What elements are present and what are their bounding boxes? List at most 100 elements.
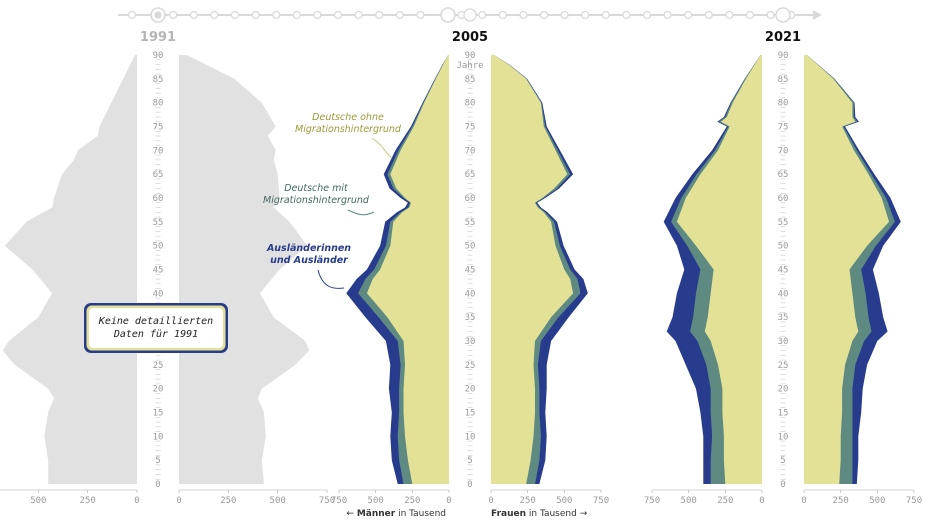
x-tick-label: 500 [869, 496, 885, 506]
age-tick-label: 85 [465, 75, 476, 85]
timeline-dot [127, 10, 137, 20]
age-tick-label: 10 [465, 432, 476, 442]
age-tick-label: 40 [153, 289, 164, 299]
panel-2021: 2021 0 5 10 15 20 25 30 35 40 45 50 55 60 65 70 75 80 85 90… [644, 30, 922, 506]
axis-caption: ← Männer in Tausend Frauen in Tausend → [346, 509, 587, 519]
age-tick-label: 70 [153, 146, 164, 156]
age-tick-label: 30 [778, 337, 789, 347]
age-tick-label: 5 [467, 456, 472, 466]
age-tick-label: 90 [153, 51, 164, 61]
men-nonmigration-area [366, 55, 449, 484]
age-tick-label: 40 [465, 289, 476, 299]
age-tick-label: 65 [153, 170, 164, 180]
age-tick-label: 50 [778, 242, 789, 252]
annotation-mig-pointer [347, 209, 375, 216]
panel-title: 1991 [140, 30, 176, 45]
age-tick-label: 60 [778, 194, 789, 204]
x-tick-label: 0 [446, 496, 451, 506]
timeline-dot [478, 10, 487, 20]
men-nonmigration-area [676, 55, 762, 484]
age-tick-label: 45 [778, 266, 789, 276]
age-tick-label: 50 [465, 242, 476, 252]
x-tick-label: 0 [176, 496, 181, 506]
age-tick-label: 80 [465, 99, 476, 109]
annotation-foreign-line2: und Ausländer [270, 255, 349, 266]
timeline-dot [230, 10, 240, 20]
timeline-dot [704, 10, 713, 20]
age-tick-label: 75 [465, 123, 476, 133]
age-tick-label: 70 [465, 146, 476, 156]
timeline-year-marker [440, 7, 456, 23]
timeline-dot [560, 10, 569, 20]
timeline-dot [395, 10, 404, 20]
age-tick-label: 35 [778, 313, 789, 323]
timeline-dot [210, 10, 219, 20]
x-tick-label: 750 [593, 496, 609, 506]
timeline-dot [375, 10, 384, 20]
timeline-dot [272, 10, 281, 20]
timeline-year-marker [775, 7, 791, 23]
timeline-dot [663, 10, 672, 20]
age-tick-label: 30 [465, 337, 476, 347]
age-tick-label: 15 [153, 409, 164, 419]
x-tick-label: 500 [681, 496, 697, 506]
age-tick-label: 65 [465, 170, 476, 180]
age-tick-label: 40 [778, 289, 789, 299]
age-tick-label: 15 [465, 409, 476, 419]
age-tick-label: 85 [778, 75, 789, 85]
timeline-dot [622, 10, 631, 20]
annotations: Deutsche ohneMigrationshintergrundDeutsc… [263, 112, 402, 289]
panel-2005: 2005 0 5 10 15 20 25 30 35 40 45 50 55 60 65 70 75 80 85 90… [331, 30, 609, 506]
annotation-nonmig-line2: Migrationshintergrund [295, 124, 402, 135]
age-tick-label: 65 [778, 170, 789, 180]
age-tick-label: 45 [153, 266, 164, 276]
timeline-dot [581, 10, 590, 20]
no-data-note-1991: Keine detaillierten Daten für 1991 [84, 303, 228, 353]
x-tick-label: 250 [404, 496, 420, 506]
age-tick-label: 55 [153, 218, 164, 228]
age-tick-label: 25 [778, 361, 789, 371]
age-tick-label: 45 [465, 266, 476, 276]
x-tick-label: 250 [80, 496, 96, 506]
timeline-dot [539, 10, 549, 20]
timeline-dot [169, 10, 178, 20]
timeline-dot [725, 10, 734, 20]
timeline-dot [684, 10, 693, 20]
panel-title: 2005 [452, 30, 488, 45]
annotation-mig-line2: Migrationshintergrund [263, 195, 370, 206]
women-axis-caption: Frauen in Tausend → [491, 509, 588, 519]
x-tick-label: 500 [556, 496, 572, 506]
timeline-dot [601, 10, 610, 20]
age-tick-label: 35 [465, 313, 476, 323]
x-tick-label: 250 [520, 496, 536, 506]
timeline-dot [519, 10, 528, 20]
women-total-area [179, 55, 310, 484]
age-tick-label: 60 [465, 194, 476, 204]
annotation-nonmig-pointer [371, 137, 393, 159]
age-tick-label: 70 [778, 146, 789, 156]
age-tick-label: 75 [778, 123, 789, 133]
men-axis-caption: ← Männer in Tausend [346, 509, 446, 519]
x-tick-label: 500 [30, 496, 46, 506]
age-tick-label: 5 [780, 456, 785, 466]
x-tick-label: 250 [833, 496, 849, 506]
panel-title: 2021 [765, 30, 801, 45]
x-tick-label: 0 [759, 496, 764, 506]
timeline-dot [745, 10, 755, 20]
age-tick-label: 5 [155, 456, 160, 466]
timeline [118, 7, 822, 23]
timeline-arrow-icon [813, 10, 822, 20]
annotation-foreign-line1: Ausländerinnen [266, 243, 351, 254]
age-tick-label: 10 [153, 432, 164, 442]
age-tick-label: 0 [467, 480, 472, 490]
age-tick-label: 85 [153, 75, 164, 85]
age-tick-label: 75 [153, 123, 164, 133]
x-tick-label: 250 [717, 496, 733, 506]
age-tick-label: 10 [778, 432, 789, 442]
timeline-dot [766, 10, 775, 20]
annotation-nonmig-line1: Deutsche ohne [312, 112, 384, 123]
x-tick-label: 750 [331, 496, 347, 506]
women-nonmigration-area [804, 55, 890, 484]
x-tick-label: 750 [906, 496, 922, 506]
